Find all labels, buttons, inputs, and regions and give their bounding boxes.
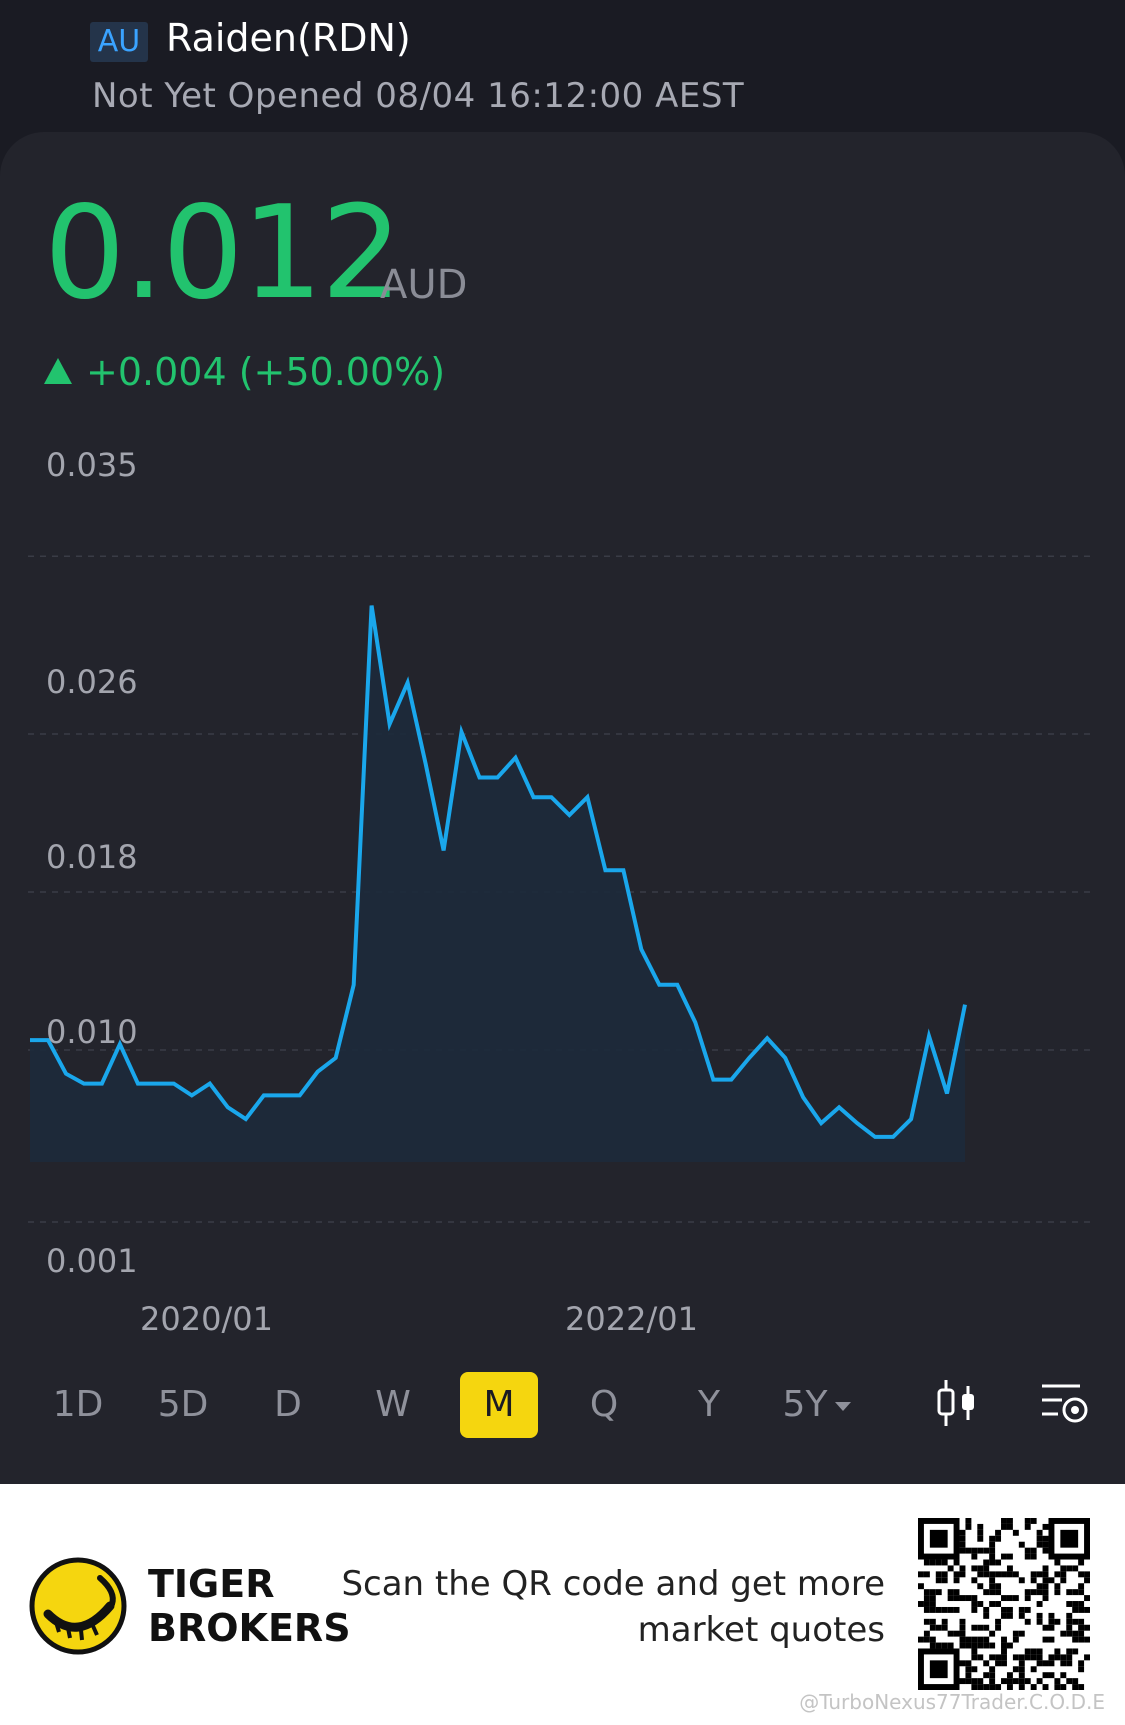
stock-header: AU Raiden(RDN) Not Yet Opened 08/04 16:1… xyxy=(0,0,1125,135)
period-tab-5y[interactable]: 5Y xyxy=(772,1372,862,1438)
period-tab-w[interactable]: W xyxy=(375,1384,411,1425)
market-status: Not Yet Opened 08/04 16:12:00 AEST xyxy=(92,76,745,116)
tiger-logo-icon xyxy=(29,1557,127,1655)
up-arrow-icon xyxy=(44,358,72,384)
period-selector: 1D 5D D W M Q Y 5Y xyxy=(0,1372,1125,1452)
y-tick-label: 0.026 xyxy=(46,663,138,701)
price-line xyxy=(30,605,967,1139)
brand-name-line1: TIGER xyxy=(148,1562,275,1606)
price-area-fill xyxy=(30,605,965,1162)
x-tick-label: 2022/01 xyxy=(565,1300,698,1338)
promo-text-line1: Scan the QR code and get more xyxy=(341,1564,885,1604)
currency-label: AUD xyxy=(380,262,468,308)
stock-name: Raiden(RDN) xyxy=(166,16,411,60)
indicator-settings-icon[interactable] xyxy=(1040,1378,1090,1428)
y-tick-label: 0.010 xyxy=(46,1013,138,1051)
market-badge: AU xyxy=(90,22,148,62)
period-tab-5d[interactable]: 5D xyxy=(157,1384,209,1425)
y-tick-label: 0.001 xyxy=(46,1242,138,1280)
brand-name-line2: BROKERS xyxy=(148,1606,351,1650)
y-tick-label: 0.018 xyxy=(46,838,138,876)
x-tick-label: 2020/01 xyxy=(140,1300,273,1338)
period-tab-q[interactable]: Q xyxy=(589,1384,619,1425)
share-footer: TIGER BROKERS Scan the QR code and get m… xyxy=(0,1484,1125,1725)
qr-code xyxy=(918,1518,1090,1690)
promo-text-line2: market quotes xyxy=(637,1610,885,1650)
last-price: 0.012 xyxy=(44,179,402,328)
caret-down-icon xyxy=(835,1401,852,1411)
price-change: +0.004 (+50.00%) xyxy=(86,350,446,394)
period-tab-m[interactable]: M xyxy=(460,1372,538,1438)
watermark: @TurboNexus77Trader.C.O.D.E xyxy=(799,1690,1105,1714)
period-tab-d[interactable]: D xyxy=(274,1384,302,1425)
period-tab-y[interactable]: Y xyxy=(698,1384,720,1425)
period-tab-1d[interactable]: 1D xyxy=(52,1384,104,1425)
candlestick-icon[interactable] xyxy=(934,1378,980,1428)
y-tick-label: 0.035 xyxy=(46,446,138,484)
